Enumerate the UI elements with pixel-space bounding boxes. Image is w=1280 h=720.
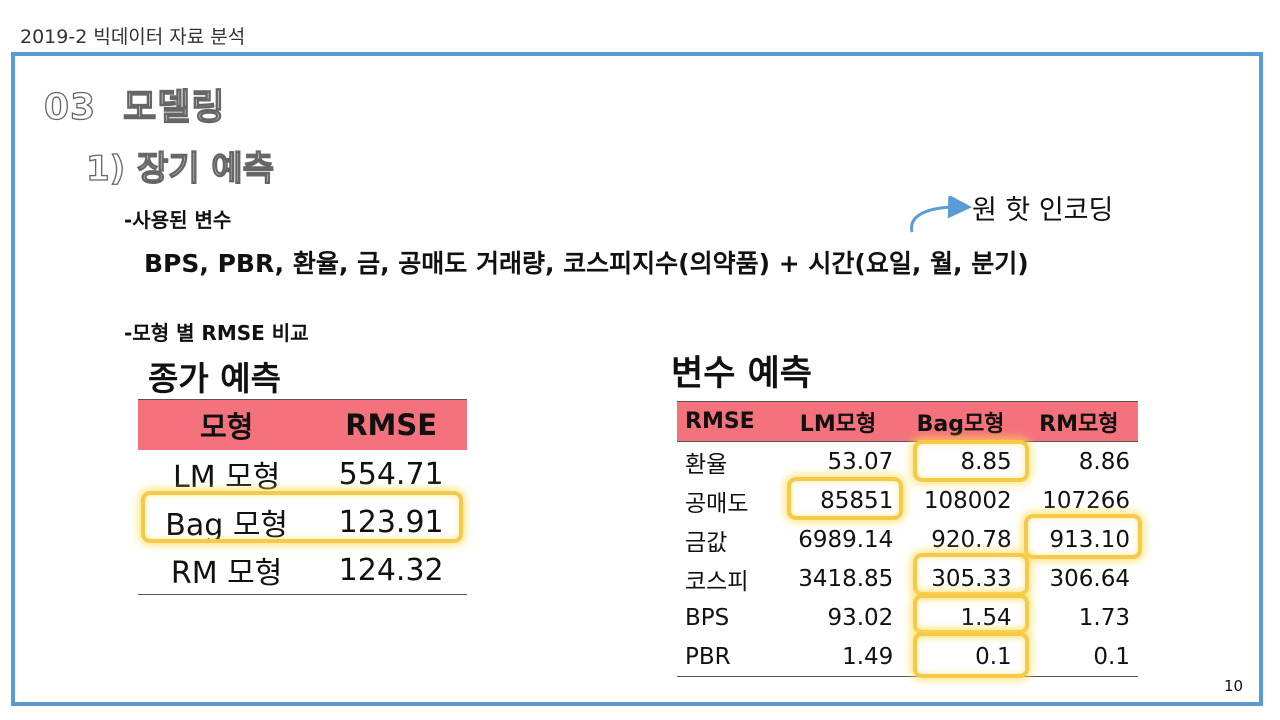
rm-value: 0.1 <box>1019 637 1138 677</box>
header-rm: RM모형 <box>1019 401 1138 442</box>
model-name: RM 모형 <box>138 546 316 595</box>
table-row: PBR 1.49 0.1 0.1 <box>677 637 1138 677</box>
model-name: LM 모형 <box>172 460 281 495</box>
rm-value: 107266 <box>1042 487 1130 514</box>
header-lm: LM모형 <box>774 401 902 442</box>
header-rmse: RMSE <box>315 399 467 450</box>
rmse-value: 123.91 <box>338 504 444 540</box>
section-title: 03 모델링 <box>43 86 226 128</box>
header-bag: Bag모형 <box>901 401 1020 442</box>
variable-name: 코스피 <box>685 568 749 595</box>
bag-value: 8.85 <box>960 448 1012 475</box>
bag-value: 1.54 <box>960 604 1012 631</box>
highlight-kospi-bag <box>913 553 1029 596</box>
lm-value: 6989.14 <box>798 526 894 553</box>
table-row: RM 모형 124.32 <box>138 546 467 595</box>
variable-name: 금값 <box>685 529 728 556</box>
course-title: 2019-2 빅데이터 자료 분석 <box>20 26 246 48</box>
lm-value: 93.02 <box>827 604 894 631</box>
bullet-compare: -모형 별 RMSE 비교 <box>124 321 309 345</box>
table-row: 금값 6989.14 920.78 913.10 <box>677 520 1138 559</box>
highlight-gold-rm <box>1024 514 1142 559</box>
bag-value: 305.33 <box>931 565 1012 592</box>
model-name: Bag 모형 <box>165 508 289 543</box>
rm-value: 306.64 <box>1049 565 1130 592</box>
price-prediction-table: 모형 RMSE LM 모형 554.71 Bag 모형 123.91 RM 모형… <box>138 399 467 595</box>
variable-name: 공매도 <box>685 490 749 517</box>
bag-value: 108002 <box>923 487 1012 514</box>
table-row: 코스피 3418.85 305.33 306.64 <box>677 559 1138 598</box>
curved-arrow-icon <box>910 196 972 233</box>
rm-value: 1.73 <box>1078 604 1130 631</box>
highlight-short-lm <box>787 477 903 520</box>
rm-value: 913.10 <box>1049 526 1130 553</box>
rmse-value: 554.71 <box>338 456 444 492</box>
variable-prediction-title: 변수 예측 <box>671 354 812 394</box>
rm-value: 8.86 <box>1078 448 1130 475</box>
page-number: 10 <box>1224 677 1244 695</box>
variable-prediction-table: RMSE LM모형 Bag모형 RM모형 환율 53.07 8.85 8.86 … <box>677 401 1138 677</box>
variable-name: 환율 <box>685 451 728 478</box>
variable-name: BPS <box>685 604 730 631</box>
table-row: 환율 53.07 8.85 8.86 <box>677 442 1138 482</box>
subsection-title: 1) 장기 예측 <box>85 148 274 189</box>
one-hot-encoding-note: 원 핫 인코딩 <box>972 195 1114 226</box>
slide-frame <box>11 52 1263 706</box>
table-row: BPS 93.02 1.54 1.73 <box>677 598 1138 637</box>
highlight-pbr-bag <box>913 632 1029 678</box>
header-rmse: RMSE <box>677 401 775 442</box>
header-model: 모형 <box>138 399 316 450</box>
table-row: 공매도 85851 108002 107266 <box>677 481 1138 520</box>
bag-value: 920.78 <box>931 526 1012 553</box>
highlight-bps-bag <box>913 594 1029 634</box>
lm-value: 3418.85 <box>798 565 894 592</box>
variables-list: BPS, PBR, 환율, 금, 공매도 거래량, 코스피지수(의약품) + 시… <box>144 249 1029 278</box>
variable-name: PBR <box>677 637 775 677</box>
lm-value: 1.49 <box>774 637 902 677</box>
bullet-variables: -사용된 변수 <box>124 208 232 232</box>
price-prediction-title: 종가 예측 <box>148 359 281 398</box>
highlight-exchange-bag <box>913 440 1029 482</box>
bag-value: 0.1 <box>901 637 1020 677</box>
rmse-value: 124.32 <box>315 546 467 595</box>
table-row: LM 모형 554.71 <box>138 450 467 498</box>
highlight-bag-row <box>141 491 463 543</box>
lm-value: 85851 <box>820 487 894 514</box>
lm-value: 53.07 <box>827 448 894 475</box>
table-row: Bag 모형 123.91 <box>138 498 467 546</box>
